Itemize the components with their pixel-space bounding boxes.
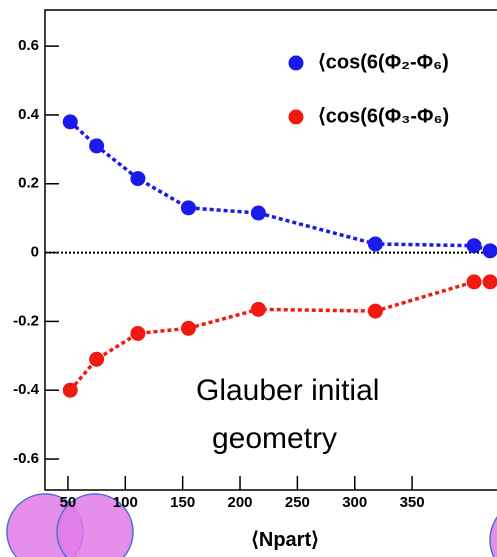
x-axis-label: ⟨Npart⟩	[251, 529, 319, 551]
data-point	[89, 138, 105, 154]
x-tick-label: 50	[60, 494, 77, 511]
data-point	[367, 303, 383, 319]
series-line	[68, 280, 491, 392]
legend-marker	[288, 55, 304, 71]
y-tick-label: -0.2	[13, 312, 39, 329]
decor-circle	[489, 516, 497, 557]
data-point	[250, 301, 266, 317]
data-point	[62, 382, 78, 398]
decor-circle	[56, 493, 134, 557]
y-tick-label: 0.4	[18, 106, 40, 123]
plot-frame	[44, 9, 497, 491]
data-point	[466, 274, 482, 290]
y-tick-label: -0.6	[13, 450, 39, 467]
data-point	[180, 200, 196, 216]
data-point	[89, 351, 105, 367]
data-point	[180, 320, 196, 336]
x-tick-label: 350	[400, 494, 425, 511]
series-line	[69, 120, 491, 253]
data-point	[250, 205, 266, 221]
x-tick-label: 100	[113, 494, 138, 511]
data-point	[130, 325, 146, 341]
annotation: geometry	[212, 422, 337, 455]
y-tick-label: 0	[31, 244, 39, 261]
data-point	[466, 238, 482, 254]
data-point	[130, 171, 146, 187]
y-tick-label: 0.6	[18, 37, 39, 54]
data-point	[482, 243, 497, 259]
x-tick-label: 150	[170, 494, 195, 511]
y-tick-label: 0.2	[18, 175, 39, 192]
x-tick-label: 250	[285, 494, 310, 511]
x-tick-label: 200	[228, 494, 253, 511]
annotation: Glauber initial	[196, 374, 379, 407]
data-point	[367, 236, 383, 252]
data-point	[482, 274, 497, 290]
legend-label: ⟨cos(6(Φ₃-Φ₆)	[318, 105, 449, 127]
data-point	[62, 114, 78, 130]
x-tick-label: 300	[342, 494, 367, 511]
legend-marker	[288, 109, 304, 125]
y-tick-label: -0.4	[13, 381, 40, 398]
legend-label: ⟨cos(6(Φ₂-Φ₆)	[318, 51, 449, 73]
